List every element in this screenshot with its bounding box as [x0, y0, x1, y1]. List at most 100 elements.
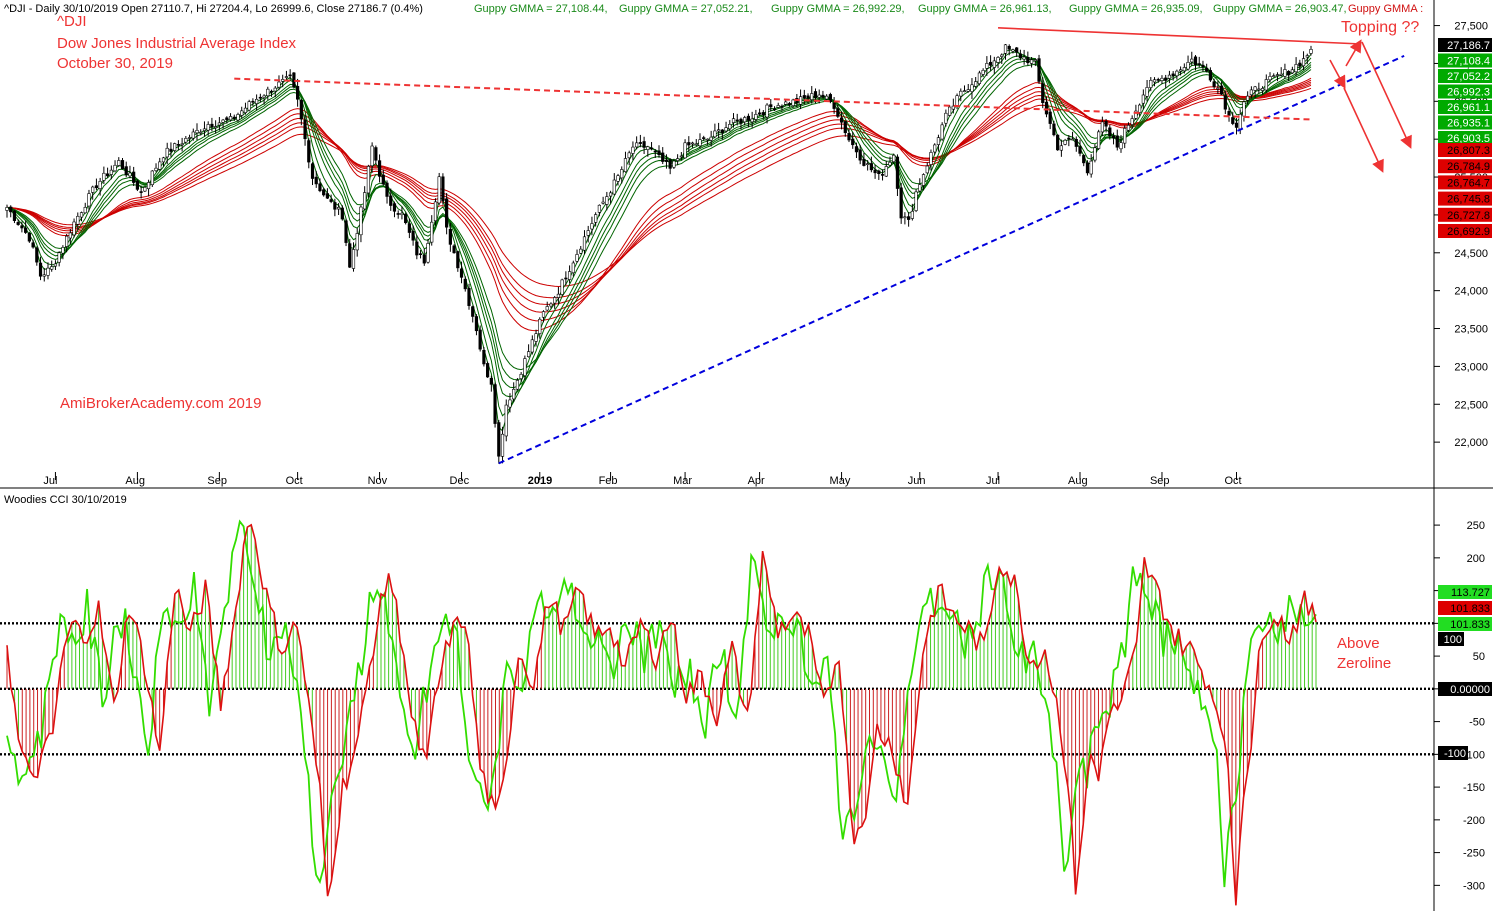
gmma-long-tag [1438, 224, 1492, 238]
candle-body [1253, 86, 1257, 91]
candle-body [35, 247, 39, 263]
candle-body [322, 189, 326, 196]
candle-body [1041, 83, 1045, 103]
candle-body [866, 163, 870, 165]
header-gmma-2: Guppy GMMA = 27,052.21, [619, 3, 753, 15]
candle-body [601, 201, 605, 204]
candle-body [366, 166, 370, 194]
candle-body [489, 378, 493, 385]
candle-body [847, 133, 851, 141]
candle-body [400, 212, 404, 216]
candle-body [474, 316, 479, 332]
candle-body [743, 117, 747, 123]
candle-body [169, 148, 173, 152]
candle-body [430, 221, 434, 243]
date-tick-label: 2019 [528, 475, 552, 487]
cci-tick-label: -200 [1463, 815, 1485, 827]
candle-body [143, 186, 147, 192]
candle-body [303, 119, 307, 140]
candle-body [761, 112, 765, 116]
candle-body [1201, 64, 1205, 68]
cci-value-tag-label: 0.00000 [1450, 684, 1490, 696]
candle-body [1078, 146, 1082, 154]
candle-body [20, 225, 24, 229]
cci-value-tag [1438, 682, 1492, 696]
candle-body [702, 137, 706, 139]
candle-body [653, 150, 657, 153]
candle-body [1179, 69, 1183, 72]
candle-body [1119, 142, 1123, 150]
candle-body [433, 201, 438, 222]
candle-body [825, 95, 829, 100]
candle-body [381, 174, 385, 185]
candle-body [661, 152, 665, 162]
candle-body [612, 179, 616, 195]
candle-body [515, 380, 520, 390]
candle-body [266, 88, 270, 97]
candle-body [1298, 62, 1302, 67]
candle-body [907, 216, 911, 220]
candle-body [24, 227, 28, 233]
candle-body [1029, 59, 1034, 64]
candle-body [1149, 79, 1153, 88]
candle-body [962, 90, 967, 92]
gmma-long-tag-label: 26,807.3 [1447, 145, 1490, 157]
candle-body [806, 95, 810, 99]
candle-body [1219, 85, 1224, 95]
candle-body [232, 116, 236, 119]
candle-body [959, 90, 963, 97]
date-label: October 30, 2019 [57, 55, 173, 72]
gmma-long-line [6, 87, 1312, 288]
candle-body [638, 142, 642, 144]
cci-value-tag [1438, 632, 1464, 646]
candle-body [1126, 125, 1131, 131]
cci-value-tag [1438, 585, 1492, 599]
candle-body [985, 63, 989, 69]
candle-body [974, 81, 978, 87]
trendlines [234, 27, 1405, 465]
cci-value-tag-label: 101.833 [1450, 603, 1490, 615]
candle-body [553, 297, 557, 304]
candle-body [620, 169, 624, 179]
candle-body [1056, 134, 1060, 151]
candle-body [1249, 89, 1253, 96]
candle-body [523, 358, 527, 376]
candle-body [12, 210, 17, 221]
candle-body [1294, 64, 1298, 73]
candle-body [631, 146, 635, 154]
date-tick-label: Aug [1068, 475, 1088, 487]
candle-body [765, 104, 769, 118]
gmma-short-tag [1438, 100, 1492, 114]
candle-body [1167, 74, 1172, 79]
cci-lines [6, 519, 1317, 906]
gmma-short-tag [1438, 53, 1492, 68]
gmma-short-tag-label: 27,108.4 [1447, 56, 1490, 68]
candle-body [180, 143, 184, 146]
candle-body [1227, 111, 1231, 116]
candle-body [694, 143, 698, 146]
candle-body [482, 350, 486, 365]
candle-body [929, 152, 933, 165]
cci-value-tag-label: -100 [1444, 748, 1466, 760]
candle-body [1309, 49, 1313, 54]
candle-body [579, 248, 583, 254]
gmma-long-group [6, 77, 1312, 332]
gmma-long-line [6, 83, 1312, 305]
gmma-short-tag [1438, 115, 1492, 130]
candle-body [545, 306, 549, 311]
candle-body [948, 106, 952, 116]
date-tick-label: Oct [286, 475, 303, 487]
candle-body [776, 105, 780, 108]
gmma-short-tag-label: 26,903.5 [1447, 133, 1490, 145]
candle-body [605, 196, 609, 205]
candle-body [787, 103, 791, 106]
candle-body [784, 101, 788, 105]
candle-body [418, 253, 423, 255]
candle-body [46, 267, 50, 276]
candle-body [627, 152, 631, 159]
gmma-long-tag-label: 26,764.7 [1447, 177, 1490, 189]
candle-body [128, 172, 132, 177]
candle-body [1290, 69, 1294, 74]
candle-body [240, 110, 244, 116]
